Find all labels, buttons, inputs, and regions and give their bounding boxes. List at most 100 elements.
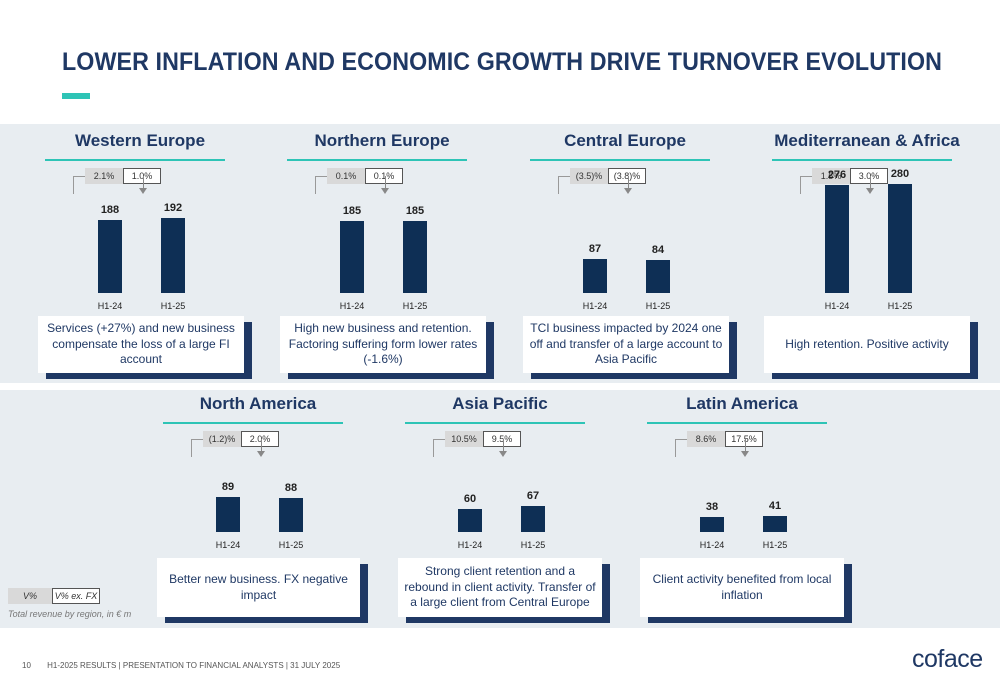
region-comment: Client activity benefited from local inf… [640, 558, 844, 617]
region-comment: Better new business. FX negative impact [157, 558, 360, 617]
bar-value-label: 84 [651, 244, 665, 256]
region-underline [163, 422, 343, 424]
coface-logo: coface [912, 645, 983, 673]
page-number: 10 [22, 661, 31, 670]
legend-v-pct-ex-fx: V% ex. FX [52, 588, 100, 604]
variation-arrow-head-icon [866, 188, 874, 194]
footer: 10 H1-2025 RESULTS | PRESENTATION TO FIN… [22, 661, 340, 670]
bar-value-label: 276 [827, 169, 847, 181]
region-underline [530, 159, 710, 161]
category-label: H1-24 [824, 301, 850, 311]
category-label: H1-25 [278, 540, 304, 550]
variation-arrow-line [385, 176, 386, 190]
region-title: Western Europe [74, 131, 206, 150]
bar-value-label: 41 [768, 500, 782, 512]
bar-value-label: 280 [890, 168, 910, 180]
category-label: H1-24 [339, 301, 365, 311]
region-comment: Services (+27%) and new business compens… [38, 316, 244, 373]
variation-arrow-line [143, 176, 144, 190]
bar-value-label: 89 [221, 481, 235, 493]
category-label: H1-25 [160, 301, 186, 311]
region-central-europe: Central Europe (3.5)% (3.8)% 87 H1-24 84 H1-25 [505, 131, 745, 371]
bar-h1-25 [646, 260, 670, 293]
variation-pct-ex-fx: 17.5% [725, 431, 763, 447]
category-label: H1-25 [762, 540, 788, 550]
region-comment: TCI business impacted by 2024 one off an… [523, 316, 729, 373]
region-underline [287, 159, 467, 161]
bar-value-label: 60 [463, 493, 477, 505]
region-mediterranean-africa: Mediterranean & Africa 1.5% 3.0% 276 H1-24 28… [747, 131, 987, 371]
region-comment: Strong client retention and a rebound in… [398, 558, 602, 617]
region-underline [405, 422, 585, 424]
category-label: H1-24 [699, 540, 725, 550]
variation-arrow-line [745, 439, 746, 453]
bar-h1-25 [521, 506, 545, 532]
bar-h1-24 [458, 509, 482, 532]
variation-pct: 0.1% [327, 168, 365, 184]
variation-pct: (1.2)% [203, 431, 241, 447]
variation-arrow-head-icon [499, 451, 507, 457]
bar-h1-24 [700, 517, 724, 532]
bar-value-label: 88 [284, 482, 298, 494]
category-label: H1-24 [97, 301, 123, 311]
bar-h1-25 [161, 218, 185, 293]
region-underline [647, 422, 827, 424]
variation-pct-ex-fx: 3.0% [850, 168, 888, 184]
bar-value-label: 87 [588, 243, 602, 255]
variation-arrow-head-icon [741, 451, 749, 457]
region-comment: High new business and retention. Factori… [280, 316, 486, 373]
bar-value-label: 38 [705, 501, 719, 513]
bar-value-label: 185 [405, 205, 425, 217]
region-title: Northern Europe [314, 131, 450, 150]
variation-arrow-line [870, 176, 871, 190]
region-title: Asia Pacific [452, 394, 548, 413]
region-title: Latin America [686, 394, 798, 413]
variation-arrow-head-icon [139, 188, 147, 194]
bar-h1-24 [98, 220, 122, 293]
bar-h1-25 [403, 221, 427, 293]
bar-h1-25 [279, 498, 303, 532]
variation-pct: 2.1% [85, 168, 123, 184]
variation-pct-ex-fx: 0.1% [365, 168, 403, 184]
legend-note: Total revenue by region, in € m [8, 609, 132, 619]
footer-text: H1-2025 RESULTS | PRESENTATION TO FINANC… [47, 661, 341, 670]
title-accent-bar [62, 93, 90, 99]
region-asia-pacific: Asia Pacific 10.5% 9.5% 60 H1-24 67 H1-25 [380, 394, 620, 634]
region-northern-europe: Northern Europe 0.1% 0.1% 185 H1-24 185 H1-25 [262, 131, 502, 371]
region-title: North America [199, 394, 317, 413]
region-comment: High retention. Positive activity [764, 316, 970, 373]
variation-pct: 8.6% [687, 431, 725, 447]
category-label: H1-24 [582, 301, 608, 311]
region-north-america: North America (1.2)% 2.0% 89 H1-24 88 H1-25 [138, 394, 378, 634]
bar-value-label: 192 [163, 202, 183, 214]
variation-arrow-head-icon [381, 188, 389, 194]
category-label: H1-25 [645, 301, 671, 311]
bar-h1-24 [216, 497, 240, 532]
variation-pct: 10.5% [445, 431, 483, 447]
region-title: Mediterranean & Africa [774, 131, 960, 150]
bar-h1-24 [340, 221, 364, 293]
region-western-europe: Western Europe 2.1% 1.0% 188 H1-24 192 H1-25 [20, 131, 260, 371]
category-label: H1-25 [887, 301, 913, 311]
variation-arrow-head-icon [257, 451, 265, 457]
bar-value-label: 67 [526, 490, 540, 502]
variation-pct: 1.5% [812, 168, 850, 184]
legend-v-pct: V% [8, 588, 52, 604]
bar-value-label: 185 [342, 205, 362, 217]
category-label: H1-25 [520, 540, 546, 550]
region-underline [772, 159, 952, 161]
variation-pct: (3.5)% [570, 168, 608, 184]
variation-pct-ex-fx: 9.5% [483, 431, 521, 447]
region-underline [45, 159, 225, 161]
bar-h1-25 [763, 516, 787, 532]
bar-h1-24 [825, 185, 849, 293]
variation-pct-ex-fx: 2.0% [241, 431, 279, 447]
category-label: H1-25 [402, 301, 428, 311]
region-latin-america: Latin America 8.6% 17.5% 38 H1-24 41 H1-25 [622, 394, 862, 634]
variation-arrow-line [628, 176, 629, 190]
bar-value-label: 188 [100, 204, 120, 216]
category-label: H1-24 [457, 540, 483, 550]
variation-arrow-line [261, 439, 262, 453]
bar-h1-25 [888, 184, 912, 293]
category-label: H1-24 [215, 540, 241, 550]
